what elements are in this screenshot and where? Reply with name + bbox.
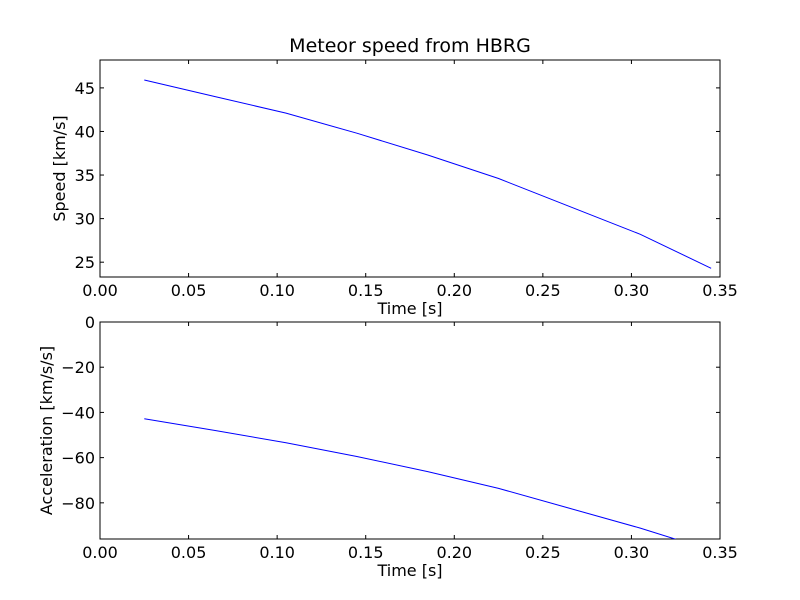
x-tick-label: 0.20 bbox=[436, 281, 472, 300]
plot-frame bbox=[99, 59, 721, 278]
y-tick-label: 45 bbox=[75, 79, 95, 98]
speed-chart: 0.00 0.05 0.10 0.15 0.20 0.25 0.30 0.35 25 30 35 40… bbox=[50, 35, 738, 318]
chart-title: Meteor speed from HBRG bbox=[289, 35, 531, 57]
y-tick-label: −20 bbox=[61, 358, 95, 377]
y-tick-label: −60 bbox=[61, 449, 95, 468]
x-tick-label: 0.10 bbox=[259, 543, 295, 562]
y-tick-label: 30 bbox=[75, 210, 95, 229]
x-tick-label: 0.20 bbox=[436, 543, 472, 562]
y-axis-label: Speed [km/s] bbox=[50, 115, 69, 221]
x-tick-label: 0.05 bbox=[171, 543, 207, 562]
x-tick-label: 0.35 bbox=[702, 281, 738, 300]
y-tick-label: 35 bbox=[75, 166, 95, 185]
x-axis-label: Time [s] bbox=[376, 299, 442, 318]
x-tick-label: 0.30 bbox=[614, 281, 650, 300]
plot-frame bbox=[99, 321, 721, 540]
y-tick-label: 0 bbox=[85, 313, 95, 332]
x-tick-label: 0.35 bbox=[702, 543, 738, 562]
x-tick-label: 0.25 bbox=[525, 281, 561, 300]
y-tick-label: −80 bbox=[61, 494, 95, 513]
y-tick-label: −40 bbox=[61, 403, 95, 422]
x-axis-label: Time [s] bbox=[376, 561, 442, 580]
x-tick-label: 0.00 bbox=[82, 281, 118, 300]
x-tick-label: 0.10 bbox=[259, 281, 295, 300]
y-axis-label: Acceleration [km/s/s] bbox=[37, 346, 56, 515]
x-tick-label: 0.00 bbox=[82, 543, 118, 562]
acceleration-chart: 0.00 0.05 0.10 0.15 0.20 0.25 0.30 0.35 0 −20 −40 −… bbox=[37, 313, 738, 580]
x-tick-label: 0.05 bbox=[171, 281, 207, 300]
x-tick-label: 0.15 bbox=[348, 281, 384, 300]
y-tick-label: 25 bbox=[75, 253, 95, 272]
x-tick-label: 0.25 bbox=[525, 543, 561, 562]
series-line-0 bbox=[144, 418, 677, 539]
x-tick-label: 0.30 bbox=[614, 543, 650, 562]
x-tick-label: 0.15 bbox=[348, 543, 384, 562]
series-line-0 bbox=[144, 79, 712, 269]
y-tick-label: 40 bbox=[75, 122, 95, 141]
